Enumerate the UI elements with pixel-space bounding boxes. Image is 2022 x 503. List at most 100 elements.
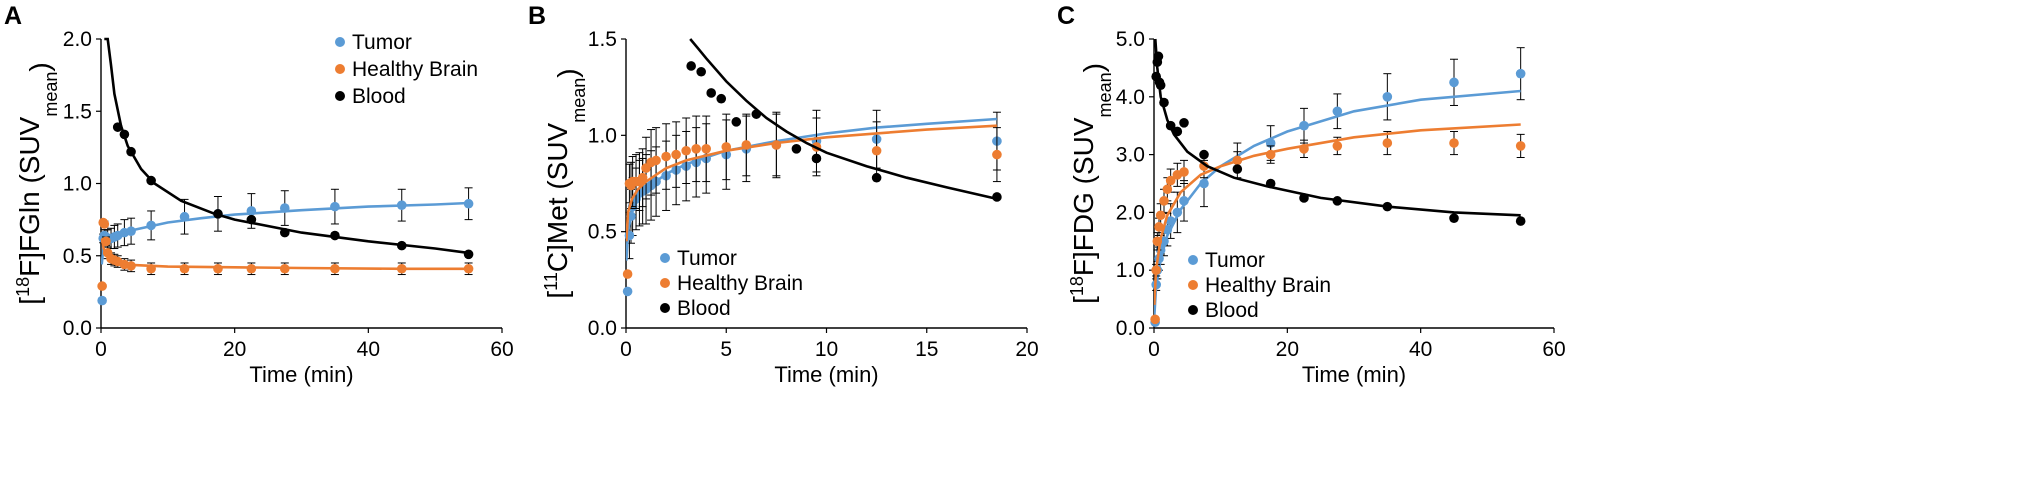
x-tick-label: 40 (1409, 338, 1432, 361)
x-tick-label: 15 (915, 338, 938, 361)
data-point-tumor (622, 286, 633, 297)
legend-marker-blood (1188, 305, 1198, 315)
y-tick-label: 1.5 (63, 100, 92, 123)
data-point-blood (1265, 178, 1276, 189)
data-point-healthy (1165, 175, 1176, 186)
panel-letter: C (1057, 2, 1075, 30)
y-axis-title-sub: mean (569, 78, 589, 123)
data-point-blood (1332, 196, 1343, 206)
data-point-blood (791, 144, 802, 154)
x-axis-title: Time (min) (774, 362, 878, 387)
data-point-healthy (99, 219, 110, 229)
data-point-healthy (671, 149, 681, 160)
y-tick-label: 4.0 (1116, 86, 1145, 109)
y-axis-title-mid: F]FDG (SUV (1068, 117, 1099, 276)
y-axis-title-sup: 11 (541, 272, 561, 291)
data-point-healthy (246, 263, 257, 274)
y-axis-title-mid: F]FGln (SUV (14, 116, 45, 277)
legend-marker-healthy (335, 64, 345, 74)
data-point-healthy (871, 145, 882, 156)
data-point-blood (146, 175, 156, 186)
y-axis-title-sub: mean (41, 72, 61, 117)
y-tick-label: 0.0 (63, 317, 92, 340)
legend-label-healthy: Healthy Brain (352, 58, 478, 81)
legend-marker-tumor (335, 37, 345, 47)
chart-panel-b: B 0.0 0.5 1.0 1.5 0 5 10 15 20 Time (min) [11C]Met … (528, 2, 1039, 387)
data-point-healthy (463, 263, 474, 274)
legend-label-healthy: Healthy Brain (677, 272, 803, 295)
y-tick-label: 0.0 (588, 317, 617, 340)
y-tick-label: 1.5 (588, 28, 617, 51)
x-tick-label: 5 (720, 338, 732, 361)
data-point-blood (1449, 213, 1459, 223)
data-point-healthy (771, 140, 782, 150)
data-point-healthy (213, 263, 223, 274)
fit-line-tumor (1154, 89, 1521, 317)
y-axis-title: [18F]FGln (SUVmean) (13, 62, 61, 304)
data-point-blood (396, 240, 407, 251)
data-point-blood (279, 227, 290, 238)
data-point-tumor (1165, 216, 1176, 226)
y-tick-label: 0.5 (63, 245, 92, 268)
y-axis-title-sub: mean (1095, 72, 1115, 117)
x-tick-label: 0 (1148, 338, 1160, 361)
y-tick-label: 1.0 (1116, 259, 1145, 282)
y-tick-label: 0.5 (588, 221, 617, 244)
data-point-tumor (246, 206, 257, 216)
data-point-blood (463, 249, 474, 260)
data-point-blood (1232, 164, 1243, 174)
data-point-blood (1199, 149, 1209, 160)
y-axis-title-pre: [ (1068, 296, 1099, 304)
data-point-healthy (179, 263, 190, 274)
data-point-blood (1515, 216, 1526, 226)
legend-marker-healthy (660, 278, 670, 288)
y-axis-title-mid: C]Met (SUV (542, 122, 573, 272)
data-point-blood (811, 153, 822, 164)
x-axis-title: Time (min) (1302, 362, 1406, 387)
data-point-tumor (126, 226, 136, 236)
data-point-healthy (741, 140, 752, 150)
data-point-healthy (1151, 265, 1161, 276)
data-point-blood (1165, 120, 1176, 131)
x-tick-label: 0 (95, 338, 107, 361)
y-tick-label: 1.0 (63, 173, 92, 196)
data-point-healthy (1199, 161, 1209, 171)
data-point-healthy (1299, 144, 1309, 154)
data-point-tumor (1449, 77, 1459, 88)
data-point-tumor (1172, 207, 1183, 218)
data-point-healthy (1449, 138, 1459, 148)
data-point-healthy (1265, 149, 1276, 160)
y-tick-label: 0.0 (1116, 317, 1145, 340)
panel-letter: A (4, 2, 22, 30)
x-tick-label: 60 (1542, 338, 1565, 361)
data-point-blood (686, 61, 696, 71)
data-point-tumor (1515, 68, 1526, 79)
data-point-healthy (992, 149, 1002, 160)
data-point-tumor (179, 211, 190, 222)
y-axis-title-pre: [ (14, 297, 45, 305)
legend-label-tumor: Tumor (1205, 249, 1265, 272)
legend-marker-healthy (1188, 280, 1198, 290)
data-point-blood (751, 109, 762, 119)
data-point-healthy (1154, 222, 1164, 232)
data-point-healthy (97, 281, 107, 291)
y-axis-title: [18F]FDG (SUVmean) (1067, 63, 1115, 304)
data-point-blood (1159, 97, 1169, 108)
legend-marker-blood (335, 91, 345, 101)
data-point-healthy (1232, 155, 1243, 166)
legend-label-healthy: Healthy Brain (1205, 274, 1331, 297)
data-point-blood (213, 209, 223, 219)
data-point-tumor (146, 220, 156, 231)
data-point-tumor (463, 198, 474, 209)
data-point-tumor (1299, 120, 1309, 131)
data-point-blood (119, 129, 130, 140)
y-axis-title-post: ) (1078, 63, 1109, 72)
legend-label-blood: Blood (1205, 299, 1259, 322)
y-axis-title-sup: 18 (1067, 276, 1087, 296)
y-tick-label: 2.0 (1116, 201, 1145, 224)
legend-label-tumor: Tumor (352, 31, 412, 54)
data-point-healthy (1152, 236, 1163, 247)
data-point-blood (992, 192, 1002, 202)
legend-label-blood: Blood (677, 297, 731, 320)
